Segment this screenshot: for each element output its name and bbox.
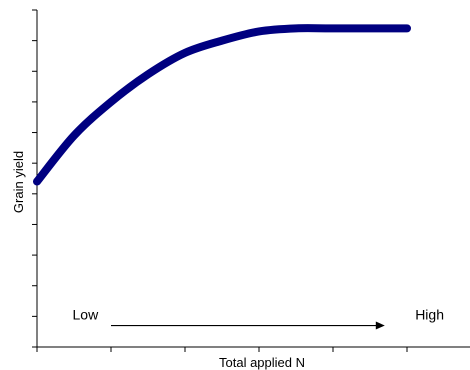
series-line <box>33 24 411 186</box>
annotation-high: High <box>415 306 444 322</box>
x-ticks <box>36 347 408 352</box>
annotation-low: Low <box>73 306 100 322</box>
y-ticks <box>32 9 37 348</box>
y-axis-label: Grain yield <box>11 151 26 213</box>
annotation-arrow-head <box>375 321 385 330</box>
x-axis-label: Total applied N <box>219 355 305 370</box>
plot-area: Low High <box>32 9 470 352</box>
